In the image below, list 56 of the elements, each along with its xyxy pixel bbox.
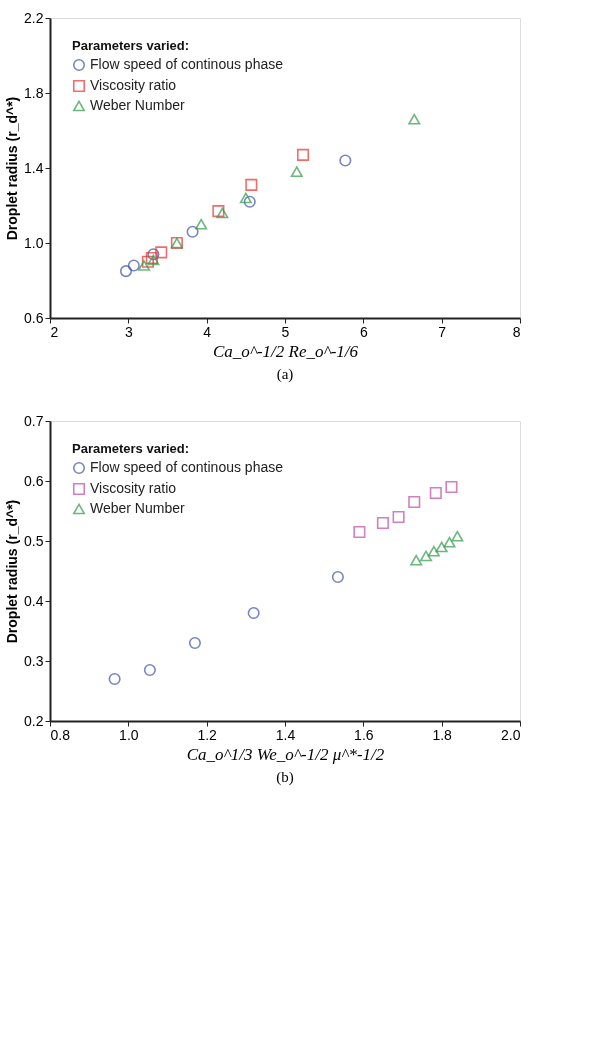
x-tick-label: 7 [438,323,447,340]
y-tick-label: 1.4 [24,159,44,176]
legend-label: Weber Number [90,97,185,113]
point [212,205,225,218]
x-tick-label: 2 [50,323,59,340]
x-axis-title: Ca_o^-1/2 Re_o^-1/6 [212,341,359,361]
y-axis-title: Droplet radius (r_d^*) [4,499,21,644]
text: (a) [276,366,294,383]
point [119,265,133,278]
legend-label: Viscosity ratio [90,480,177,496]
x-tick-label: 1.0 [119,726,139,743]
point [245,178,258,191]
x-tick-label: 1.2 [197,726,218,743]
y-axis-title: Droplet radius (r_d^*) [4,96,21,241]
y-tick-label: 0.6 [24,472,44,489]
x-tick-label: 1.4 [275,726,296,743]
legend-title: Parameters varied: [72,38,190,53]
y-tick-label: 0.4 [24,592,44,609]
y-tick-label: 2.2 [24,9,44,26]
point [147,248,160,261]
y-tick-label: 0.5 [24,532,44,549]
point [239,192,252,204]
x-tick-label: 8 [512,323,521,340]
x-tick-label: 6 [359,323,368,340]
text: (b) [276,769,294,786]
point [141,255,154,268]
point [408,113,421,125]
point [243,195,256,208]
point [216,207,229,219]
x-tick-label: 4 [203,323,212,340]
legend-label: Flow speed of continous phase [90,459,284,475]
legend-label: Weber Number [90,500,185,516]
y-tick-label: 0.2 [24,712,44,729]
x-tick-label: 5 [281,323,290,340]
point [186,225,199,238]
x-tick-label: 3 [124,323,133,340]
y-tick-label: 1.8 [24,84,44,101]
x-axis-title: Ca_o^1/3 We_o^-1/2 μ^*-1/2 [186,744,385,764]
point [155,246,168,259]
y-tick-label: 1.0 [24,234,44,251]
y-tick-label: 0.3 [24,652,44,669]
point [195,218,208,230]
y-tick-label: 0.6 [24,309,44,326]
x-tick-label: 0.8 [50,726,71,743]
x-tick-label: 1.6 [354,726,374,743]
point [127,259,140,272]
x-tick-label: 1.8 [432,726,453,743]
legend-title: Parameters varied: [72,441,190,456]
x-tick-label: 2.0 [501,726,521,743]
point [339,154,352,167]
legend-label: Viscosity ratio [90,77,177,93]
legend-label: Flow speed of continous phase [90,56,284,72]
point [290,166,303,178]
y-tick-label: 0.7 [24,412,44,429]
point [137,260,151,271]
point [296,148,310,161]
